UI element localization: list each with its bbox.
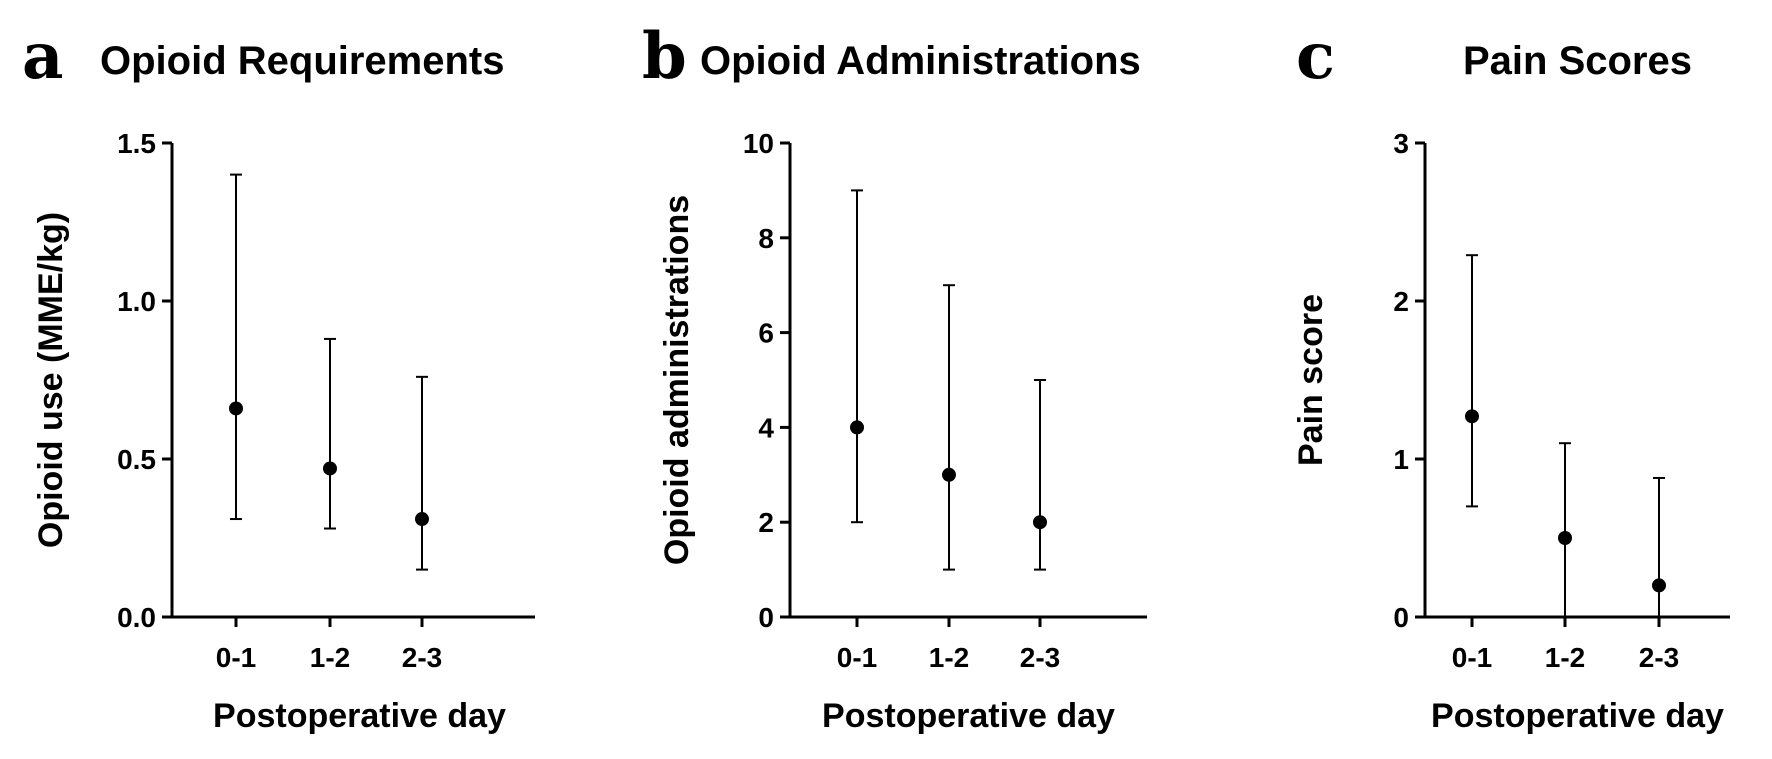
- panel-letter: b: [642, 19, 687, 94]
- x-tick-label: 0-1: [216, 642, 256, 673]
- y-axis-label: Opioid administrations: [658, 195, 696, 565]
- data-point: [942, 467, 956, 482]
- x-tick-label: 2-3: [1639, 642, 1679, 673]
- error-bar-2-3: [1653, 476, 1665, 617]
- data-point: [1558, 531, 1572, 545]
- chart-title: Opioid Requirements: [100, 39, 505, 83]
- x-tick-label: 1-2: [1545, 642, 1585, 673]
- x-tick-label: 0-1: [1452, 642, 1492, 673]
- chart-title: Pain Scores: [1463, 39, 1692, 83]
- panel-a: a Opioid Requirements 0.0 0.5 1.0 1.5 0-1 1-2 2-…: [22, 19, 535, 735]
- error-bar-2-3: [1034, 379, 1046, 571]
- y-tick-label: 1.5: [117, 128, 156, 159]
- y-tick-label: 4: [758, 412, 774, 443]
- data-point: [1465, 409, 1479, 424]
- error-bar-1-2: [943, 284, 955, 571]
- x-tick-label: 0-1: [837, 642, 877, 673]
- data-point: [415, 512, 429, 527]
- panel-c: c Pain Scores 0 1 2 3 0-1 1-2 2-3 Postoperative d…: [1292, 19, 1730, 735]
- y-tick-label: 0: [758, 602, 774, 633]
- y-tick-label: 2: [758, 507, 774, 538]
- data-point: [323, 461, 337, 476]
- y-axis-label: Opioid use (MME/kg): [32, 212, 70, 548]
- error-bar-1-2: [324, 337, 336, 530]
- x-axis-label: Postoperative day: [213, 697, 506, 735]
- panel-letter: a: [22, 19, 63, 94]
- x-tick-label: 2-3: [402, 642, 442, 673]
- x-tick-label: 1-2: [929, 642, 969, 673]
- error-bar-2-3: [416, 375, 428, 571]
- data-point: [229, 401, 243, 416]
- data-point: [850, 420, 864, 435]
- y-tick-label: 10: [743, 128, 774, 159]
- panel-b: b Opioid Administrations 0 2 4 6 8 10 0-1 1-2 2-3 P…: [642, 19, 1147, 735]
- x-axis-label: Postoperative day: [822, 697, 1115, 735]
- y-tick-label: 8: [758, 223, 774, 254]
- y-tick-label: 0: [1393, 602, 1409, 633]
- y-tick-label: 0.5: [117, 444, 156, 475]
- error-bar-0-1: [851, 189, 863, 524]
- data-point: [1652, 578, 1666, 593]
- x-tick-label: 2-3: [1020, 642, 1060, 673]
- y-tick-label: 2: [1393, 286, 1409, 317]
- error-bar-0-1: [1466, 254, 1478, 508]
- data-point: [1033, 515, 1047, 530]
- y-axis-label: Pain score: [1292, 294, 1330, 466]
- panel-letter: c: [1296, 19, 1335, 94]
- y-tick-label: 0.0: [117, 602, 156, 633]
- chart-title: Opioid Administrations: [700, 39, 1141, 83]
- y-tick-label: 1.0: [117, 286, 156, 317]
- y-tick-label: 1: [1393, 444, 1409, 475]
- y-tick-label: 3: [1393, 128, 1409, 159]
- panels: a Opioid Requirements 0.0 0.5 1.0 1.5 0-1 1-2 2-…: [22, 19, 1730, 735]
- y-tick-label: 6: [758, 318, 774, 349]
- x-tick-label: 1-2: [310, 642, 350, 673]
- error-bar-1-2: [1559, 442, 1571, 617]
- x-axis-label: Postoperative day: [1431, 697, 1724, 735]
- error-bar-0-1: [230, 173, 242, 521]
